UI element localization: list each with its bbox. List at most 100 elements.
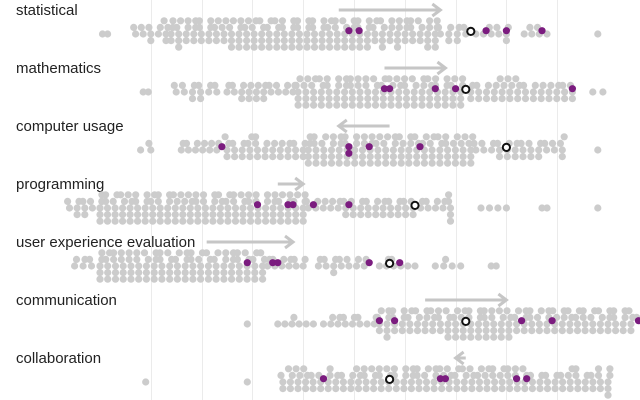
population-dot [526,313,534,321]
population-dot [512,75,520,83]
trend-arrow-head [336,118,348,134]
population-dot [224,217,232,225]
population-dot [301,139,309,147]
population-dot [222,17,230,25]
population-dot [171,204,179,212]
population-dot [481,371,489,379]
population-dot [453,385,461,393]
population-dot [415,313,423,321]
population-dot [243,275,251,283]
population-dot [477,365,485,373]
population-dot [353,365,361,373]
population-dot [235,269,243,277]
population-dot [412,81,420,89]
population-dot [304,75,312,83]
population-dot [369,23,377,31]
population-dot [119,211,127,219]
population-dot [482,333,490,341]
row-computer-usage: computer usage [16,118,602,167]
population-dot [426,139,434,147]
population-dot [351,159,359,167]
population-dot [424,365,432,373]
population-dot [511,365,519,373]
population-dot [405,159,413,167]
population-dot [271,139,279,147]
population-dot [467,327,475,335]
population-dot [327,204,335,212]
population-dot [249,255,257,263]
population-dot [319,204,327,212]
population-dot [380,139,388,147]
population-dot [320,17,328,25]
population-dot [360,133,368,141]
population-dot [147,30,155,38]
population-dot [175,43,183,51]
trend-arrow-head [294,176,306,192]
population-dot [402,211,410,219]
population-dot [564,371,572,379]
population-dot [421,320,429,328]
population-dot [537,307,545,315]
population-dot [64,197,72,205]
population-dot [285,262,293,270]
population-dot [317,385,325,393]
population-dot [197,30,205,38]
population-dot [606,371,614,379]
row-label: mathematics [16,60,101,77]
population-dot [292,211,300,219]
population-dot [377,378,385,386]
population-dot [241,23,249,31]
population-dot [260,88,268,96]
population-dot [81,211,89,219]
population-dot [204,262,212,270]
population-dot [505,327,513,335]
population-dot [356,43,364,51]
population-dot [357,211,365,219]
population-dot [376,133,384,141]
population-dot [169,17,177,25]
population-dot [251,275,259,283]
population-dot [405,153,413,161]
population-dot [179,211,187,219]
population-dot [312,159,320,167]
population-dot [343,255,351,263]
population-dot [166,269,174,277]
population-dot [356,88,364,96]
population-dot [537,95,545,103]
population-dot [71,262,79,270]
population-dot [156,255,164,263]
population-dot [263,191,272,199]
population-dot [482,95,491,103]
population-dot [362,75,370,83]
focal-dot [385,374,395,384]
population-dot [379,211,387,219]
highlighted-dot [386,85,394,93]
population-dot [430,378,438,386]
population-dot [354,75,362,83]
population-dot [434,307,443,315]
population-dot [491,385,499,393]
population-dot [276,146,284,154]
population-dot [184,146,192,154]
highlighted-dot [243,259,251,267]
population-dot [179,204,187,212]
population-dot [277,211,285,219]
population-dot [352,262,361,270]
population-dot [487,262,495,270]
population-dot [470,139,478,147]
population-dot [317,101,325,109]
population-dot [337,262,345,270]
population-dot [329,139,337,147]
population-dot [299,153,307,161]
population-dot [499,313,507,321]
population-dot [119,269,127,277]
population-dot [514,95,522,103]
population-dot [310,37,319,45]
population-dot [269,204,277,212]
population-dot [244,139,252,147]
population-dot [119,262,127,270]
population-dot [451,371,459,379]
population-dot [111,204,119,212]
population-dot [223,146,231,154]
population-dot [346,75,354,83]
